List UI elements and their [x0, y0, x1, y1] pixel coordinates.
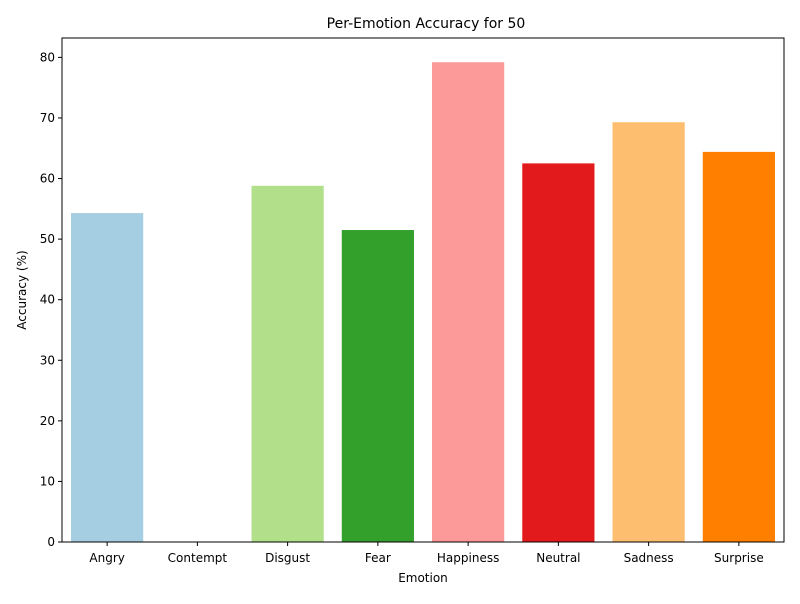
x-axis: Angry Contempt Disgust Fear Happiness Neutral… [89, 542, 764, 565]
x-tick-label: Fear [365, 551, 391, 565]
bar-surprise [702, 151, 775, 542]
x-axis-title: Emotion [398, 571, 448, 585]
y-tick-label: 80 [40, 50, 55, 64]
bar-sadness [612, 122, 685, 542]
x-tick-label: Surprise [714, 551, 764, 565]
y-tick-label: 60 [40, 172, 55, 186]
y-tick-label: 40 [40, 293, 55, 307]
x-tick-label: Angry [89, 551, 124, 565]
y-tick-label: 10 [40, 474, 55, 488]
y-axis-title: Accuracy (%) [15, 250, 29, 329]
bar-disgust [251, 185, 324, 542]
x-tick-label: Disgust [265, 551, 310, 565]
y-tick-label: 20 [40, 414, 55, 428]
chart-title: Per-Emotion Accuracy for 50 [327, 16, 526, 32]
y-tick-label: 30 [40, 353, 55, 367]
plot-frame [61, 37, 785, 543]
y-axis: 0 10 20 30 40 50 60 70 80 [40, 50, 62, 549]
bars [71, 62, 775, 542]
bar-neutral [522, 163, 595, 542]
bar-fear [341, 230, 414, 542]
x-tick-label: Sadness [624, 551, 674, 565]
bar-happiness [432, 62, 505, 542]
y-tick-label: 50 [40, 232, 55, 246]
x-tick-label: Contempt [168, 551, 228, 565]
x-tick-label: Happiness [437, 551, 499, 565]
y-tick-label: 0 [47, 535, 55, 549]
bar-angry [71, 213, 144, 542]
x-tick-label: Neutral [536, 551, 580, 565]
y-tick-label: 70 [40, 111, 55, 125]
